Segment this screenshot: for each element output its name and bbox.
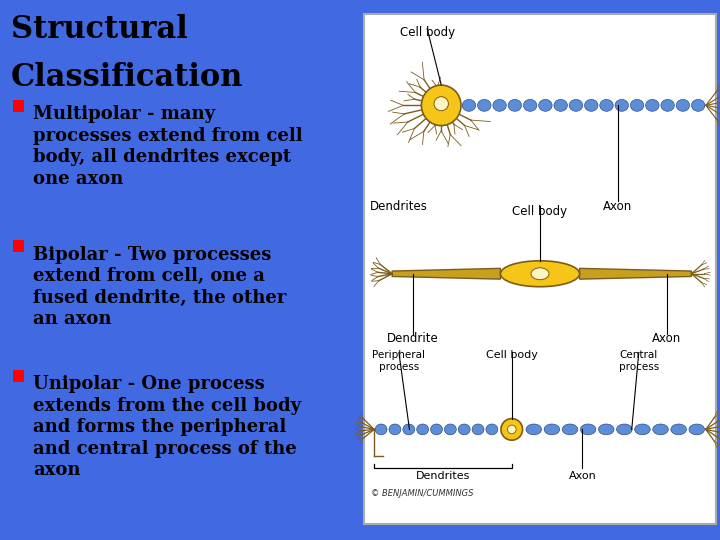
Ellipse shape	[508, 99, 521, 111]
Ellipse shape	[634, 424, 650, 435]
Ellipse shape	[523, 99, 537, 111]
Ellipse shape	[544, 424, 559, 435]
Ellipse shape	[526, 424, 541, 435]
Ellipse shape	[580, 424, 596, 435]
Text: Axon: Axon	[569, 471, 596, 481]
Ellipse shape	[691, 99, 705, 111]
Text: Axon: Axon	[603, 200, 632, 213]
Ellipse shape	[444, 424, 456, 435]
Text: Unipolar - One process
extends from the cell body
and forms the peripheral
and c: Unipolar - One process extends from the …	[33, 375, 301, 480]
Ellipse shape	[539, 99, 552, 111]
Text: Cell body: Cell body	[513, 205, 567, 218]
Ellipse shape	[671, 424, 686, 435]
Text: Cell body: Cell body	[486, 350, 538, 360]
Text: © BENJAMIN/CUMMINGS: © BENJAMIN/CUMMINGS	[371, 489, 473, 498]
Ellipse shape	[676, 99, 690, 111]
Text: Cell body: Cell body	[400, 26, 454, 39]
Polygon shape	[392, 268, 500, 279]
Text: Peripheral
process: Peripheral process	[372, 350, 426, 372]
Ellipse shape	[375, 424, 387, 435]
Ellipse shape	[616, 424, 632, 435]
Ellipse shape	[403, 424, 415, 435]
Text: Axon: Axon	[652, 333, 682, 346]
Ellipse shape	[570, 99, 582, 111]
Ellipse shape	[434, 97, 449, 111]
Bar	[13, 240, 24, 252]
Ellipse shape	[562, 424, 577, 435]
Ellipse shape	[421, 85, 461, 126]
Ellipse shape	[486, 424, 498, 435]
Ellipse shape	[417, 424, 428, 435]
Ellipse shape	[615, 99, 629, 111]
Ellipse shape	[508, 425, 516, 434]
Ellipse shape	[501, 418, 523, 440]
Ellipse shape	[458, 424, 470, 435]
Ellipse shape	[653, 424, 668, 435]
Ellipse shape	[493, 99, 506, 111]
Ellipse shape	[661, 99, 675, 111]
Ellipse shape	[554, 99, 567, 111]
Ellipse shape	[389, 424, 401, 435]
Ellipse shape	[500, 261, 580, 287]
Bar	[13, 100, 24, 112]
Text: Multipolar - many
processes extend from cell
body, all dendrites except
one axon: Multipolar - many processes extend from …	[33, 105, 302, 188]
Ellipse shape	[531, 268, 549, 280]
Ellipse shape	[630, 99, 644, 111]
Ellipse shape	[472, 424, 484, 435]
Text: Bipolar - Two processes
extend from cell, one a
fused dendrite, the other
an axo: Bipolar - Two processes extend from cell…	[33, 246, 287, 328]
Polygon shape	[580, 268, 691, 279]
Ellipse shape	[462, 99, 476, 111]
Ellipse shape	[598, 424, 614, 435]
Text: Dendrites: Dendrites	[370, 200, 428, 213]
Bar	[364, 14, 716, 524]
Bar	[13, 370, 24, 382]
Text: Classification: Classification	[11, 62, 243, 93]
Text: Dendrite: Dendrite	[387, 333, 439, 346]
Text: Central
process: Central process	[618, 350, 659, 372]
Ellipse shape	[600, 99, 613, 111]
Text: Dendrites: Dendrites	[415, 471, 470, 481]
Ellipse shape	[689, 424, 705, 435]
Text: Structural: Structural	[11, 14, 187, 44]
Ellipse shape	[477, 99, 491, 111]
Ellipse shape	[646, 99, 659, 111]
Ellipse shape	[431, 424, 443, 435]
Ellipse shape	[585, 99, 598, 111]
